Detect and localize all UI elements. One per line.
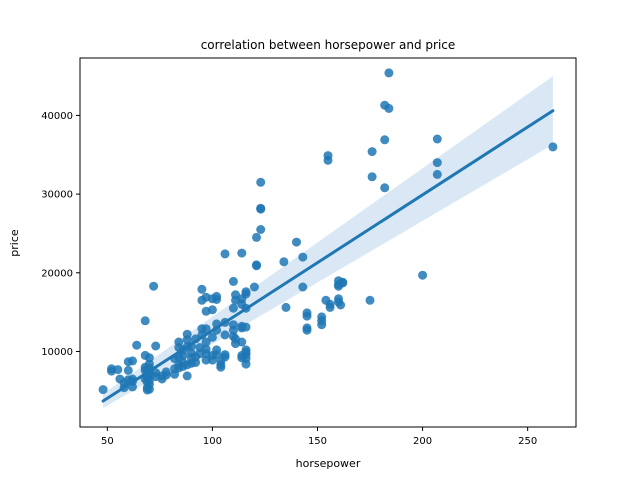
data-point-131: [256, 177, 266, 187]
y-tick-label-30000: 30000: [41, 190, 73, 201]
data-point-32: [144, 359, 154, 369]
data-point-168: [432, 134, 442, 144]
x-tick-label-200: 200: [413, 436, 432, 447]
data-point-164: [384, 103, 394, 113]
y-axis-label: price: [8, 229, 21, 257]
data-point-3: [113, 365, 123, 375]
data-point-127: [252, 232, 261, 242]
data-point-167: [432, 158, 442, 168]
data-point-133: [281, 302, 291, 312]
data-point-120: [241, 322, 251, 332]
data-point-140: [302, 308, 312, 318]
data-point-33: [144, 353, 154, 363]
data-point-119: [241, 345, 251, 355]
data-point-114: [237, 248, 247, 258]
data-point-72: [201, 355, 211, 365]
data-point-75: [201, 337, 211, 347]
data-point-94: [220, 350, 230, 360]
data-point-169: [548, 142, 558, 152]
data-point-82: [207, 305, 217, 315]
data-point-71: [197, 284, 207, 294]
data-point-101: [228, 303, 238, 313]
data-point-146: [323, 151, 333, 161]
data-point-124: [249, 282, 259, 292]
data-point-49: [174, 337, 184, 347]
data-point-89: [212, 291, 222, 301]
data-point-123: [241, 287, 251, 297]
x-tick-label-250: 250: [518, 436, 537, 447]
data-point-54: [182, 371, 192, 381]
data-point-160: [380, 183, 390, 193]
data-point-41: [161, 367, 171, 377]
data-point-156: [338, 277, 348, 287]
data-point-159: [367, 147, 377, 157]
data-point-95: [220, 330, 230, 340]
data-point-154: [336, 300, 346, 310]
data-point-165: [418, 270, 428, 280]
data-point-37: [151, 341, 161, 351]
data-point-85: [212, 345, 222, 355]
data-point-126: [252, 260, 261, 270]
data-point-134: [292, 237, 301, 247]
x-axis-label: horsepower: [296, 457, 361, 470]
y-tick-label-10000: 10000: [41, 347, 73, 358]
data-point-166: [432, 169, 442, 179]
data-point-8: [123, 365, 133, 375]
data-point-34: [149, 281, 159, 291]
data-point-81: [207, 332, 217, 342]
x-tick-label-100: 100: [203, 436, 222, 447]
data-point-135: [298, 282, 308, 292]
data-point-161: [380, 135, 390, 145]
data-point-163: [384, 68, 394, 78]
y-tick-label-40000: 40000: [41, 111, 73, 122]
axes-frame: [79, 57, 577, 428]
data-point-138: [302, 323, 312, 333]
data-point-14: [132, 340, 142, 350]
data-point-97: [220, 249, 230, 259]
regression-line: [101, 109, 555, 403]
x-tick-label-150: 150: [308, 436, 327, 447]
data-point-130: [256, 203, 266, 213]
data-point-102: [228, 276, 238, 286]
y-axis-ticks: 10000 20000 30000 40000: [41, 111, 80, 358]
x-tick-label-50: 50: [101, 436, 114, 447]
data-point-0: [98, 385, 108, 395]
y-tick-label-20000: 20000: [41, 268, 73, 279]
x-axis-ticks: 50 100 150 200 250: [101, 427, 537, 447]
data-point-100: [228, 320, 238, 330]
data-point-76: [201, 324, 211, 334]
data-point-148: [325, 299, 335, 309]
data-point-157: [365, 295, 375, 305]
data-point-132: [279, 257, 289, 267]
data-point-74: [201, 344, 211, 354]
data-point-128: [256, 225, 266, 234]
chart-title: correlation between horsepower and price: [201, 38, 456, 52]
data-point-58: [182, 329, 192, 339]
data-point-136: [298, 252, 308, 262]
data-point-13: [128, 356, 137, 366]
data-point-143: [317, 312, 327, 322]
data-point-66: [195, 349, 205, 359]
plot-area: [98, 68, 558, 409]
data-point-158: [367, 172, 377, 182]
data-point-19: [140, 316, 150, 326]
data-point-109: [237, 337, 247, 347]
